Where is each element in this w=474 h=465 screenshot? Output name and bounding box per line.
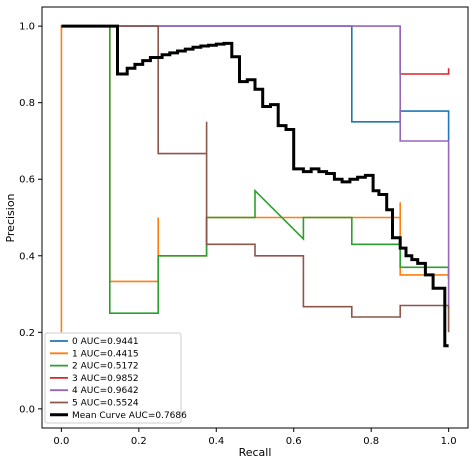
x-tick-label: 0.4 — [208, 436, 224, 447]
x-tick-label: 1.0 — [441, 436, 457, 447]
legend-label: 5 AUC=0.5524 — [72, 399, 139, 409]
y-axis-label: Precision — [4, 193, 17, 242]
x-tick-label: 0.0 — [53, 436, 69, 447]
series-line-5 — [109, 25, 450, 333]
legend-label: 1 AUC=0.4415 — [72, 349, 139, 359]
x-axis-label: Recall — [239, 446, 272, 459]
y-tick-label: 0.0 — [19, 404, 35, 415]
series-layer — [60, 24, 450, 348]
x-tick-label: 0.2 — [131, 436, 147, 447]
series-line-4 — [109, 25, 450, 310]
y-tick-label: 1.0 — [19, 22, 35, 33]
series-line-mean — [61, 24, 449, 348]
y-tick-label: 0.4 — [19, 251, 35, 262]
legend-label: 2 AUC=0.5172 — [72, 362, 139, 372]
x-tick-label: 0.8 — [363, 436, 379, 447]
y-axis-ticks: 0.0 0.2 0.4 0.6 0.8 1.0 — [19, 22, 42, 415]
plot-frame — [41, 6, 469, 429]
legend: 0 AUC=0.9441 1 AUC=0.4415 2 AUC=0.5172 3 AU… — [44, 332, 187, 424]
y-tick-label: 0.2 — [19, 328, 35, 339]
legend-label: 0 AUC=0.9441 — [72, 337, 139, 347]
legend-label: 3 AUC=0.9852 — [72, 374, 139, 384]
y-tick-label: 0.8 — [19, 98, 35, 109]
x-axis-ticks: 0.0 0.2 0.4 0.6 0.8 1.0 — [53, 428, 457, 447]
y-tick-label: 0.6 — [19, 175, 35, 186]
x-tick-label: 0.6 — [286, 436, 302, 447]
series-line-2 — [109, 26, 450, 315]
legend-box — [44, 332, 182, 424]
legend-label: Mean Curve AUC=0.7686 — [72, 411, 187, 421]
legend-label: 4 AUC=0.9642 — [72, 386, 139, 396]
